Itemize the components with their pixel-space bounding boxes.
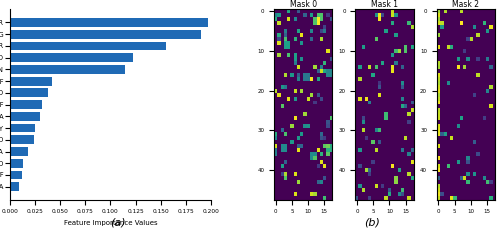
Bar: [10, 159, 23, 168]
Bar: [10, 53, 132, 62]
Bar: [10, 171, 22, 179]
Bar: [10, 30, 201, 39]
X-axis label: Feature Importance Values: Feature Importance Values: [64, 220, 157, 226]
Title: Mask 0: Mask 0: [290, 0, 316, 9]
Bar: [10, 182, 19, 191]
Bar: [10, 112, 40, 121]
Text: (b): (b): [364, 218, 380, 228]
Bar: [10, 18, 208, 27]
Bar: [10, 147, 28, 156]
Title: Mask 1: Mask 1: [371, 0, 398, 9]
Bar: [10, 65, 126, 74]
Bar: [10, 135, 34, 144]
Text: (a): (a): [110, 218, 126, 228]
Bar: [10, 77, 52, 86]
Title: Mask 2: Mask 2: [452, 0, 479, 9]
Bar: [10, 124, 35, 133]
Bar: [10, 88, 48, 97]
Bar: [10, 100, 42, 109]
Bar: [10, 42, 166, 50]
